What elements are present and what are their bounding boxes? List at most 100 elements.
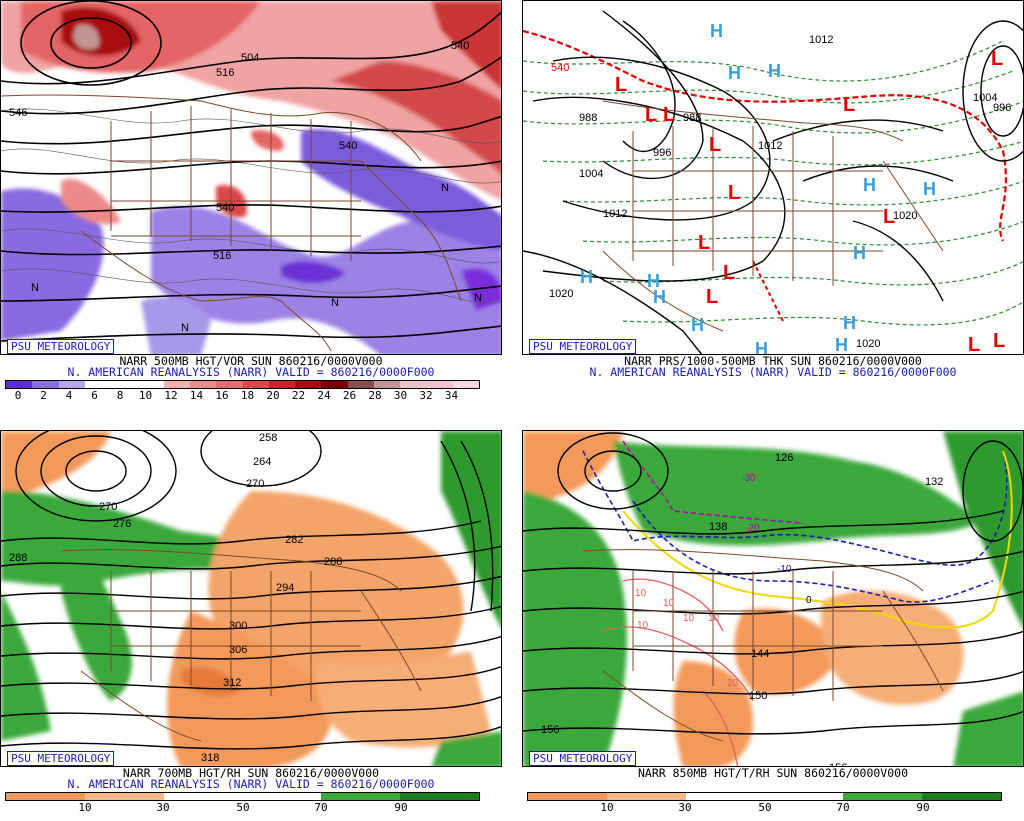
pressure-plot: H H H H H H H H H H H H H L L L L L xyxy=(523,10,1023,355)
colorbar-segment xyxy=(84,381,112,388)
colorbar-segment xyxy=(163,793,243,800)
high-center: H xyxy=(853,243,866,263)
contour-label: N xyxy=(31,282,39,294)
low-center: L xyxy=(843,94,855,116)
colorbar-tick-label: 30 xyxy=(156,801,170,814)
temp-label: -20 xyxy=(745,523,760,534)
map-850mb-rh-temp: 126 132 138 144 150 156 156 -30 -20 -10 … xyxy=(522,430,1024,767)
contour-label: 540 xyxy=(451,40,469,52)
rh-shading xyxy=(1,431,501,766)
contour-label: 988 xyxy=(579,112,597,124)
height-contours xyxy=(1,431,501,750)
contour-label: N xyxy=(181,322,189,334)
colorbar-tick-label: 22 xyxy=(291,389,306,402)
colorbar-segment xyxy=(32,381,59,388)
contour-label: 312 xyxy=(223,677,241,689)
negative-vorticity-shading xyxy=(1,129,501,354)
high-center: H xyxy=(710,21,723,41)
contour-label: 144 xyxy=(751,648,769,660)
vorticity-plot: 546 504 516 540 540 540 516 N N N N N xyxy=(1,1,501,354)
colorbar-segment xyxy=(189,381,217,388)
low-center: L xyxy=(991,48,1003,70)
contour-label: 270 xyxy=(246,478,264,490)
contour-label: 282 xyxy=(285,534,303,546)
low-center: L xyxy=(728,182,740,204)
contour-label: 126 xyxy=(775,452,793,464)
contour-label: 132 xyxy=(925,476,943,488)
freezing-isotherm xyxy=(622,450,1013,629)
colorbar-ticks: 0 2 4 6 8 10 12 14 16 18 20 22 24 26 28 30 32 34 xyxy=(0,390,502,402)
low-center: L xyxy=(993,330,1005,352)
colorbar-tick-label: 16 xyxy=(215,389,229,402)
temp-label: 10 xyxy=(635,588,647,599)
colorbar-segment xyxy=(137,381,164,388)
contour-label: 1020 xyxy=(893,210,917,222)
colorbar-tick-label: 28 xyxy=(368,389,382,402)
colorbar-segment xyxy=(426,381,453,388)
contour-label: 1004 xyxy=(579,168,603,180)
height-labels: 258 264 270 270 276 282 288 288 294 300 … xyxy=(9,432,342,764)
high-center: H xyxy=(843,313,856,333)
title-line-2: N. AMERICAN REANALYSIS (NARR) VALID = 86… xyxy=(589,365,957,379)
colorbar-ticks: 10 30 50 70 90 xyxy=(0,802,502,814)
title-line-2: N. AMERICAN REANALYSIS (NARR) VALID = 86… xyxy=(67,777,435,791)
colorbar-tick-label: 20 xyxy=(266,389,280,402)
contour-label: 540 xyxy=(551,62,569,74)
contour-label: 1004 xyxy=(973,92,997,104)
contour-label: 1012 xyxy=(758,140,782,152)
high-center: H xyxy=(863,175,876,195)
colorbar-tick-label: 32 xyxy=(419,389,433,402)
colorbar-segment xyxy=(6,381,33,388)
temp-label: -10 xyxy=(777,564,792,575)
colorbar-tick-label: 18 xyxy=(240,389,255,402)
isobars xyxy=(523,10,1023,354)
colorbar-tick-label: 34 xyxy=(444,389,459,402)
colorbar-tick-label: 30 xyxy=(393,389,408,402)
colorbar-segment xyxy=(764,793,844,800)
thickness-contours xyxy=(523,40,1023,326)
colorbar-segment xyxy=(216,381,243,388)
low-center: L xyxy=(723,262,735,284)
contour-label: 294 xyxy=(276,582,294,594)
title-line-1: NARR PRS/1000-500MB THK SUN 860216/0000V… xyxy=(624,354,922,368)
colorbar-tick-label: 0 xyxy=(14,389,22,402)
colorbar-segment xyxy=(373,381,401,388)
colorbar-tick-label: 70 xyxy=(836,801,850,814)
contour-label: 504 xyxy=(241,52,259,64)
title-line-1: NARR 850MB HGT/T/RH SUN 860216/0000V000 xyxy=(637,766,909,780)
high-center: H xyxy=(691,315,704,335)
colorbar-tick-label: 70 xyxy=(314,801,328,814)
low-center: L xyxy=(663,104,675,126)
colorbar-ticks: 10 30 50 70 90 xyxy=(522,802,1024,814)
colorbar-segment xyxy=(606,793,686,800)
colorbar-tick-label: 4 xyxy=(65,389,73,402)
country-state-borders xyxy=(582,549,944,742)
colorbar-segment xyxy=(242,793,322,800)
contour-label: 306 xyxy=(229,644,247,656)
colorbar-tick-label: 90 xyxy=(394,801,408,814)
colorbar-segment xyxy=(321,793,401,800)
colorbar-segment xyxy=(295,381,322,388)
rh-700mb-plot: 258 264 270 270 276 282 288 288 294 300 … xyxy=(1,431,501,766)
contour-label: N xyxy=(474,292,482,304)
colorbar-tick-label: 2 xyxy=(40,389,47,402)
map-500mb-vorticity: 546 504 516 540 540 540 516 N N N N N PS… xyxy=(0,0,502,355)
colorbar xyxy=(527,792,1002,801)
temperature-isotherms xyxy=(582,440,1008,603)
high-center: H xyxy=(755,339,768,355)
contour-label: 546 xyxy=(9,107,27,119)
temp-label: 20 xyxy=(727,678,739,689)
high-center: H xyxy=(647,271,660,291)
colorbar-segment xyxy=(452,381,480,388)
contour-label: 156 xyxy=(829,762,847,767)
colorbar-tick-label: 10 xyxy=(78,801,92,814)
psu-meteorology-label: PSU METEOROLOGY xyxy=(529,751,637,766)
colorbar-segment xyxy=(400,381,427,388)
high-center: H xyxy=(835,335,848,355)
map-pressure-thickness: H H H H H H H H H H H H H L L L L L xyxy=(522,0,1024,355)
temperature-labels: -30 -20 -10 0 10 10 10 10 10 20 xyxy=(635,473,812,689)
map-700mb-rh: 258 264 270 270 276 282 288 288 294 300 … xyxy=(0,430,502,767)
colorbar-segment xyxy=(843,793,923,800)
panel-pressure-thickness: H H H H H H H H H H H H H L L L L L xyxy=(522,0,1024,409)
contour-label: 996 xyxy=(653,147,671,159)
